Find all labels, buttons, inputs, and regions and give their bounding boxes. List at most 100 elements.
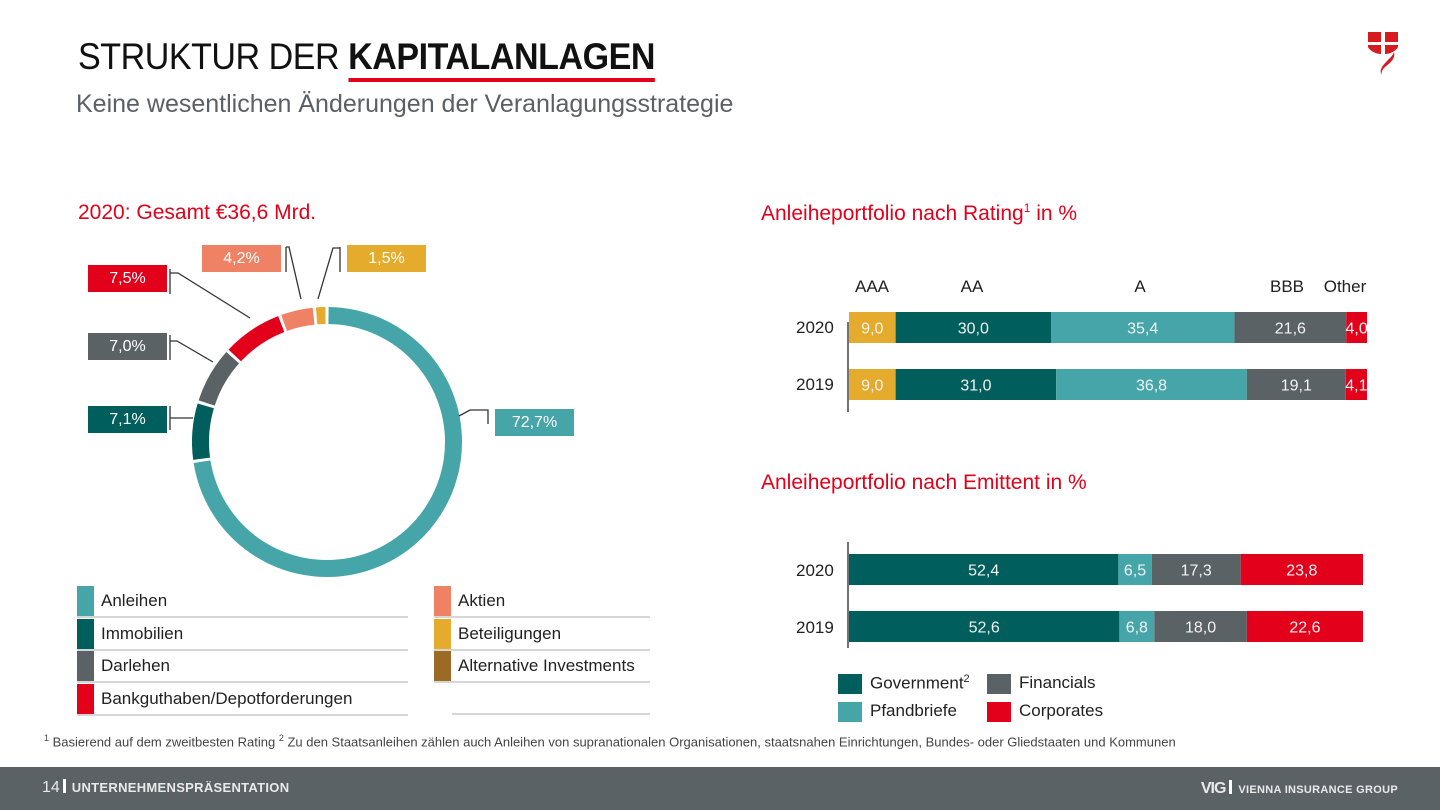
bar-segment-a-2020 [1051,312,1235,343]
bar-segment-government-2020 [849,554,1119,585]
bar-value-label: 9,0 [861,321,883,338]
bar-value-label: 36,8 [1136,378,1167,395]
footnote-1-marker: 1 [44,733,50,743]
legend-name: Financials [1019,673,1096,692]
legend-item: Bankguthaben/Depotforderungen [77,683,408,716]
bar-value-label: 30,0 [958,321,989,338]
rating-title-text: Anleiheportfolio nach Rating [761,202,1024,225]
leader-line [317,247,341,300]
callout-immobilien: 7,1% [88,406,167,433]
leader-line [285,246,302,300]
bar-segment-other-2020 [1346,312,1367,343]
bar-segment-other-2019 [1345,369,1367,400]
rating-bar-chart: 9,0 30,0 35,4 21,6 4,0 9,0 31,0 36,8 19,1 4,1 [847,312,1368,412]
vig-shield-logo-icon [1368,32,1398,75]
page-subtitle: Keine wesentlichen Änderungen der Veranl… [76,90,734,118]
bar-value-label: 18,0 [1185,620,1216,637]
callout-label: 7,1% [109,411,146,428]
legend-name: Pfandbriefe [870,701,957,720]
legend-superscript: 2 [963,673,970,685]
emittent-legend-swatch [987,702,1011,722]
callout-label: 4,2% [223,250,260,267]
bar-segment-corporates-2020 [1240,554,1363,585]
legend-item: Beteiligungen [434,618,650,651]
brand-short: VIG [1200,780,1227,797]
donut-slice-beteiligungen [315,307,326,325]
bar-segment-financials-2020 [1151,554,1241,585]
rating-category-label: Other [1323,277,1367,296]
donut-slice-darlehen [198,352,240,406]
rating-chart-title: Anleiheportfolio nach Rating1 in % [761,201,1077,226]
emittent-year-label: 2020 [796,561,834,580]
footer-separator [62,779,66,793]
legend-swatch [434,651,451,681]
page-title-bold: KAPITALANLAGEN [348,36,655,82]
legend-swatch [77,651,94,681]
bar-segment-bbb-2019 [1246,369,1346,400]
brand-full: VIENNA INSURANCE GROUP [1238,784,1398,796]
bar-segment-aaa-2019 [849,369,896,400]
callout-anleihen: 72,7% [495,409,574,436]
brand-separator [1229,780,1233,794]
legend-label: Bankguthaben/Depotforderungen [101,688,353,708]
rating-category-label: BBB [1269,277,1305,296]
donut-slice-bankguthaben-depotforderungen [228,316,285,362]
donut-slice-aktien [281,307,315,331]
callout-beteiligungen: 1,5% [347,245,426,272]
emittent-chart-title: Anleiheportfolio nach Emittent in % [761,471,1087,494]
emittent-legend-swatch [838,702,862,722]
rating-category-label: AAA [854,277,890,296]
emittent-legend-label: Corporates [1019,701,1103,721]
footnote-2-text: Zu den Staatsanleihen zählen auch Anleih… [283,734,1176,750]
rating-title-superscript: 1 [1023,201,1031,215]
legend-swatch [77,618,94,649]
leader-line [169,335,214,363]
legend-item: Alternative Investments [434,651,650,683]
legend-label: Aktien [458,591,506,610]
bar-value-label: 6,5 [1124,563,1146,580]
donut-chart [169,246,489,577]
leader-line [169,269,251,319]
bar-segment-financials-2019 [1154,611,1247,642]
bar-segment-bbb-2020 [1234,312,1347,343]
bar-value-label: 17,3 [1181,563,1212,580]
page-title: STRUKTUR DER KAPITALANLAGEN [78,36,655,82]
legend-label: Darlehen [101,656,170,675]
footer-brand: VIG VIENNA INSURANCE GROUP [1201,780,1398,798]
legend-swatch [434,586,451,616]
legend-label: Alternative Investments [458,656,635,675]
legend-label: Immobilien [101,623,184,643]
bar-value-label: 23,8 [1286,563,1317,580]
bar-value-label: 6,8 [1126,620,1148,637]
emittent-year-label: 2019 [796,618,834,637]
bar-value-label: 4,0 [1346,321,1368,338]
bar-segment-aa-2020 [895,312,1052,343]
bar-segment-corporates-2019 [1246,611,1363,642]
callout-aktien: 4,2% [202,245,281,272]
bar-segment-pfandbriefe-2019 [1119,611,1155,642]
leader-line [458,409,489,424]
rating-year-label: 2019 [796,375,834,394]
legend-item: Aktien [434,586,650,618]
bar-value-label: 9,0 [861,378,883,395]
bar-value-label: 22,6 [1289,620,1320,637]
donut-chart-title: 2020: Gesamt €36,6 Mrd. [78,201,317,224]
emittent-legend-label: Pfandbriefe [870,701,957,721]
bar-value-label: 19,1 [1281,378,1312,395]
callout-label: 7,0% [109,338,146,355]
bar-value-label: 21,6 [1275,321,1306,338]
rating-category-label: A [1134,277,1146,296]
footer-section: UNTERNEHMENSPRÄSENTATION [71,780,290,795]
rating-title-suffix: in % [1030,202,1078,225]
legend-item: Immobilien [77,618,408,651]
legend-label: Beteiligungen [458,623,562,643]
callout-label: 1,5% [368,250,405,267]
footnote: 1 Basierend auf dem zweitbesten Rating 2… [44,733,1176,749]
legend-swatch [77,683,94,714]
legend-empty-row [452,683,650,715]
bar-segment-aa-2019 [895,369,1057,400]
footer-bar: 14 UNTERNEHMENSPRÄSENTATION VIG VIENNA INS… [0,767,1440,810]
bar-value-label: 4,1 [1345,378,1367,395]
legend-name: Corporates [1019,701,1104,720]
rating-category-label: AA [960,277,984,296]
